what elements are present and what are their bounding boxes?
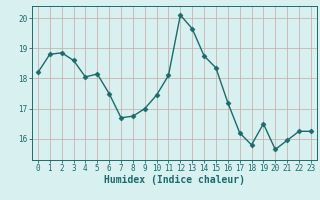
X-axis label: Humidex (Indice chaleur): Humidex (Indice chaleur) (104, 175, 245, 185)
